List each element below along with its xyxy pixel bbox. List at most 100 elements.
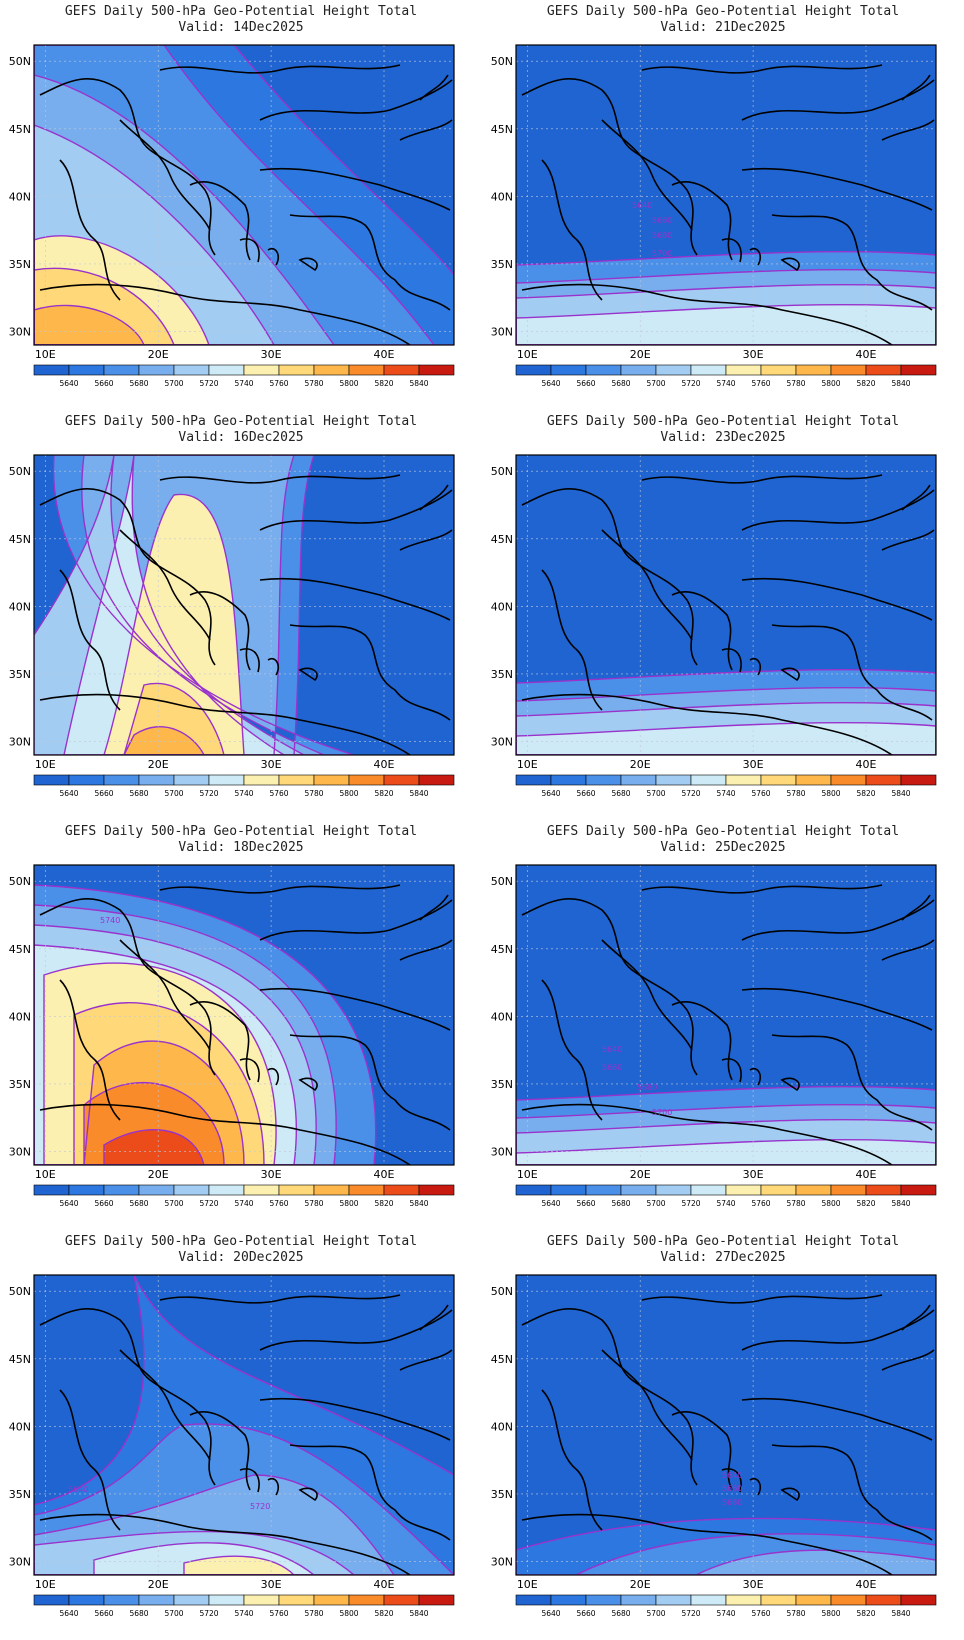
coastline <box>771 624 933 721</box>
colorbar-label: 5660 <box>94 379 113 388</box>
height-map: 5740 50N 45N 40N 35N 30N 10E 20E 30E 40E 5640 5660 5… <box>9 864 455 1208</box>
height-band <box>696 1550 936 1575</box>
coastline <box>399 1304 453 1371</box>
colorbar-label: 5780 <box>786 1199 805 1208</box>
coastline <box>671 590 733 671</box>
lat-tick-label: 30N <box>491 325 513 338</box>
coastline <box>239 1058 280 1086</box>
height-map: 5640 5660 5680 5700 50N 45N 40N 35N 30N 10E 20E 30E… <box>491 864 937 1208</box>
lon-tick-label: 40E <box>856 758 877 771</box>
colorbar-segment <box>620 774 657 786</box>
coastline <box>780 667 800 682</box>
colorbar-label: 5760 <box>751 1199 770 1208</box>
contour-label: 5640 <box>68 1485 88 1494</box>
coastline <box>119 119 211 231</box>
contour-label: 5640 <box>722 1471 742 1480</box>
panel-title: GEFS Daily 500-hPa Geo-Potential Height … <box>546 4 900 19</box>
contour-line <box>516 686 936 755</box>
coastline <box>159 884 401 894</box>
contour-line <box>34 944 297 1165</box>
height-band <box>104 494 244 755</box>
colorbar-label: 5740 <box>716 789 735 798</box>
panel-valid-date: Valid: 27Dec2025 <box>660 1250 786 1265</box>
colorbar-segment <box>900 364 937 376</box>
colorbar-label: 5740 <box>716 1609 735 1618</box>
colorbar-label: 5820 <box>374 1609 393 1618</box>
colorbar-label: 5780 <box>304 789 323 798</box>
contour-label: 5700 <box>652 1108 672 1117</box>
lon-tick-label: 30E <box>261 1578 282 1591</box>
contour-line <box>516 701 936 755</box>
coastline <box>881 484 935 551</box>
coastline <box>298 1487 318 1502</box>
lat-tick-label: 30N <box>491 1145 513 1158</box>
contour-line <box>516 268 936 345</box>
colorbar-segment <box>690 364 727 376</box>
colorbar-segment <box>690 1594 727 1606</box>
lat-tick-label: 45N <box>491 123 513 136</box>
colorbar-segment <box>830 1184 867 1196</box>
lat-tick-label: 45N <box>9 1353 31 1366</box>
coastline <box>39 488 216 666</box>
colorbar-label: 5720 <box>681 379 700 388</box>
lon-tick-label: 30E <box>261 1168 282 1181</box>
colorbar-label: 5640 <box>59 789 78 798</box>
colorbar-segment <box>865 364 902 376</box>
colorbar-segment <box>348 1594 385 1606</box>
coastline <box>59 1389 121 1531</box>
colorbar-segment <box>865 1184 902 1196</box>
coastline <box>521 693 893 755</box>
colorbar-segment <box>725 774 762 786</box>
coastline <box>119 939 211 1051</box>
contour-label: 5660 <box>652 216 672 225</box>
colorbar-segment <box>138 1594 175 1606</box>
colorbar-segment <box>585 774 622 786</box>
lat-tick-label: 35N <box>9 668 31 681</box>
map-panel: 5640 5660 5680 5700 50N 45N 40N 35N 30N 10E 20E 30E… <box>482 820 964 1230</box>
colorbar-segment <box>278 364 315 376</box>
coastline <box>159 64 401 74</box>
coastline <box>259 489 453 531</box>
contour-line <box>516 1118 936 1165</box>
colorbar-label: 5660 <box>576 379 595 388</box>
colorbar-label: 5760 <box>751 1609 770 1618</box>
coastline <box>741 79 935 121</box>
coastline <box>601 939 693 1051</box>
colorbar-segment <box>865 774 902 786</box>
contour-label: 5660 <box>722 1484 742 1493</box>
lon-tick-label: 40E <box>856 348 877 361</box>
colorbar-segment <box>173 1594 210 1606</box>
colorbar-segment <box>208 1594 245 1606</box>
lat-tick-label: 35N <box>9 1078 31 1091</box>
colorbar-label: 5640 <box>59 1609 78 1618</box>
lat-tick-label: 40N <box>491 190 513 203</box>
colorbar-label: 5700 <box>646 1199 665 1208</box>
coastline <box>289 1444 451 1541</box>
lon-tick-label: 20E <box>148 1578 169 1591</box>
colorbar-label: 5760 <box>269 1609 288 1618</box>
lat-tick-label: 45N <box>491 533 513 546</box>
map-panel: 50N 45N 40N 35N 30N 10E 20E 30E 40E 5640 5660 5680 5… <box>0 410 482 820</box>
colorbar-segment <box>33 364 70 376</box>
colorbar-label: 5840 <box>891 1199 910 1208</box>
lon-tick-label: 10E <box>35 348 56 361</box>
colorbar-label: 5660 <box>576 789 595 798</box>
panel-valid-date: Valid: 14Dec2025 <box>178 20 304 35</box>
coastline <box>39 898 216 1076</box>
colorbar-segment <box>173 774 210 786</box>
contour-line <box>516 1103 936 1165</box>
contour-label: 5680 <box>637 1083 657 1092</box>
coastline <box>641 1294 883 1304</box>
lat-tick-label: 50N <box>9 875 31 888</box>
coastline <box>541 159 603 301</box>
colorbar-segment <box>208 774 245 786</box>
lon-tick-label: 30E <box>261 348 282 361</box>
colorbar-label: 5660 <box>94 1199 113 1208</box>
lon-tick-label: 40E <box>856 1168 877 1181</box>
contour-line <box>43 962 277 1165</box>
contour-line <box>83 1040 245 1165</box>
colorbar-label: 5800 <box>821 1199 840 1208</box>
lat-tick-label: 50N <box>9 1285 31 1298</box>
colorbar-label: 5800 <box>821 789 840 798</box>
lat-tick-label: 45N <box>9 533 31 546</box>
